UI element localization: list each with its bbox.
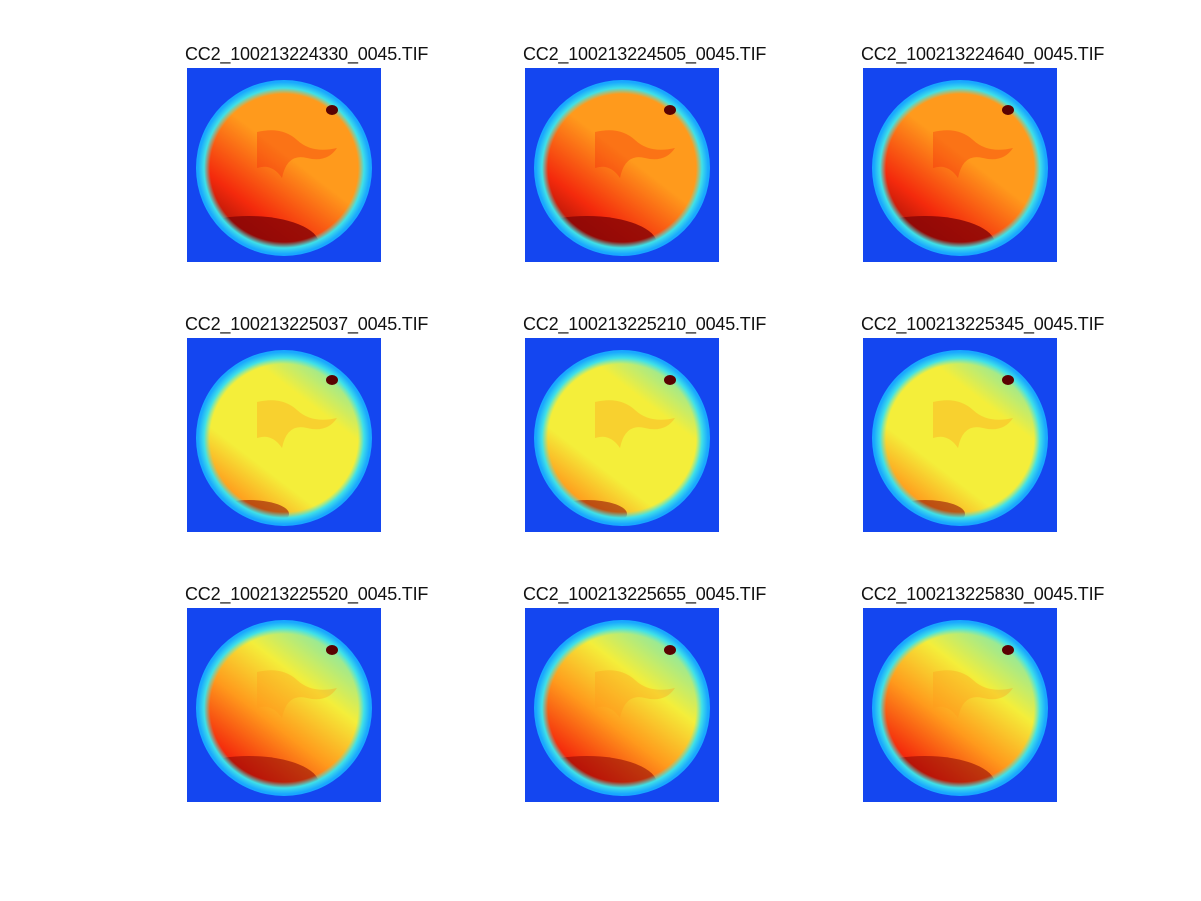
thermal-image — [525, 608, 719, 802]
subplot-panel: CC2_100213225210_0045.TIF — [523, 314, 795, 544]
subplot-panel: CC2_100213224505_0045.TIF — [523, 44, 795, 274]
subplot-title: CC2_100213224330_0045.TIF — [185, 44, 429, 64]
subplot-title: CC2_100213225037_0045.TIF — [185, 314, 429, 334]
subplot-panel: CC2_100213225345_0045.TIF — [861, 314, 1133, 544]
thermal-image — [863, 68, 1057, 262]
subplot-title: CC2_100213225655_0045.TIF — [523, 584, 767, 604]
thermal-image — [525, 68, 719, 262]
subplot-panel: CC2_100213225655_0045.TIF — [523, 584, 795, 814]
thermal-image — [187, 338, 381, 532]
subplot-title: CC2_100213224505_0045.TIF — [523, 44, 767, 64]
subplot-title: CC2_100213225830_0045.TIF — [861, 584, 1105, 604]
thermal-image — [187, 608, 381, 802]
subplot-panel: CC2_100213225037_0045.TIF — [185, 314, 457, 544]
subplot-title: CC2_100213225345_0045.TIF — [861, 314, 1105, 334]
subplot-panel: CC2_100213225520_0045.TIF — [185, 584, 457, 814]
subplot-title: CC2_100213224640_0045.TIF — [861, 44, 1105, 64]
thermal-image — [187, 68, 381, 262]
thermal-image — [863, 608, 1057, 802]
subplot-panel: CC2_100213224330_0045.TIF — [185, 44, 457, 274]
subplot-title: CC2_100213225210_0045.TIF — [523, 314, 767, 334]
thermal-image — [525, 338, 719, 532]
subplot-panel: CC2_100213225830_0045.TIF — [861, 584, 1133, 814]
subplot-panel: CC2_100213224640_0045.TIF — [861, 44, 1133, 274]
subplot-title: CC2_100213225520_0045.TIF — [185, 584, 429, 604]
thermal-image — [863, 338, 1057, 532]
